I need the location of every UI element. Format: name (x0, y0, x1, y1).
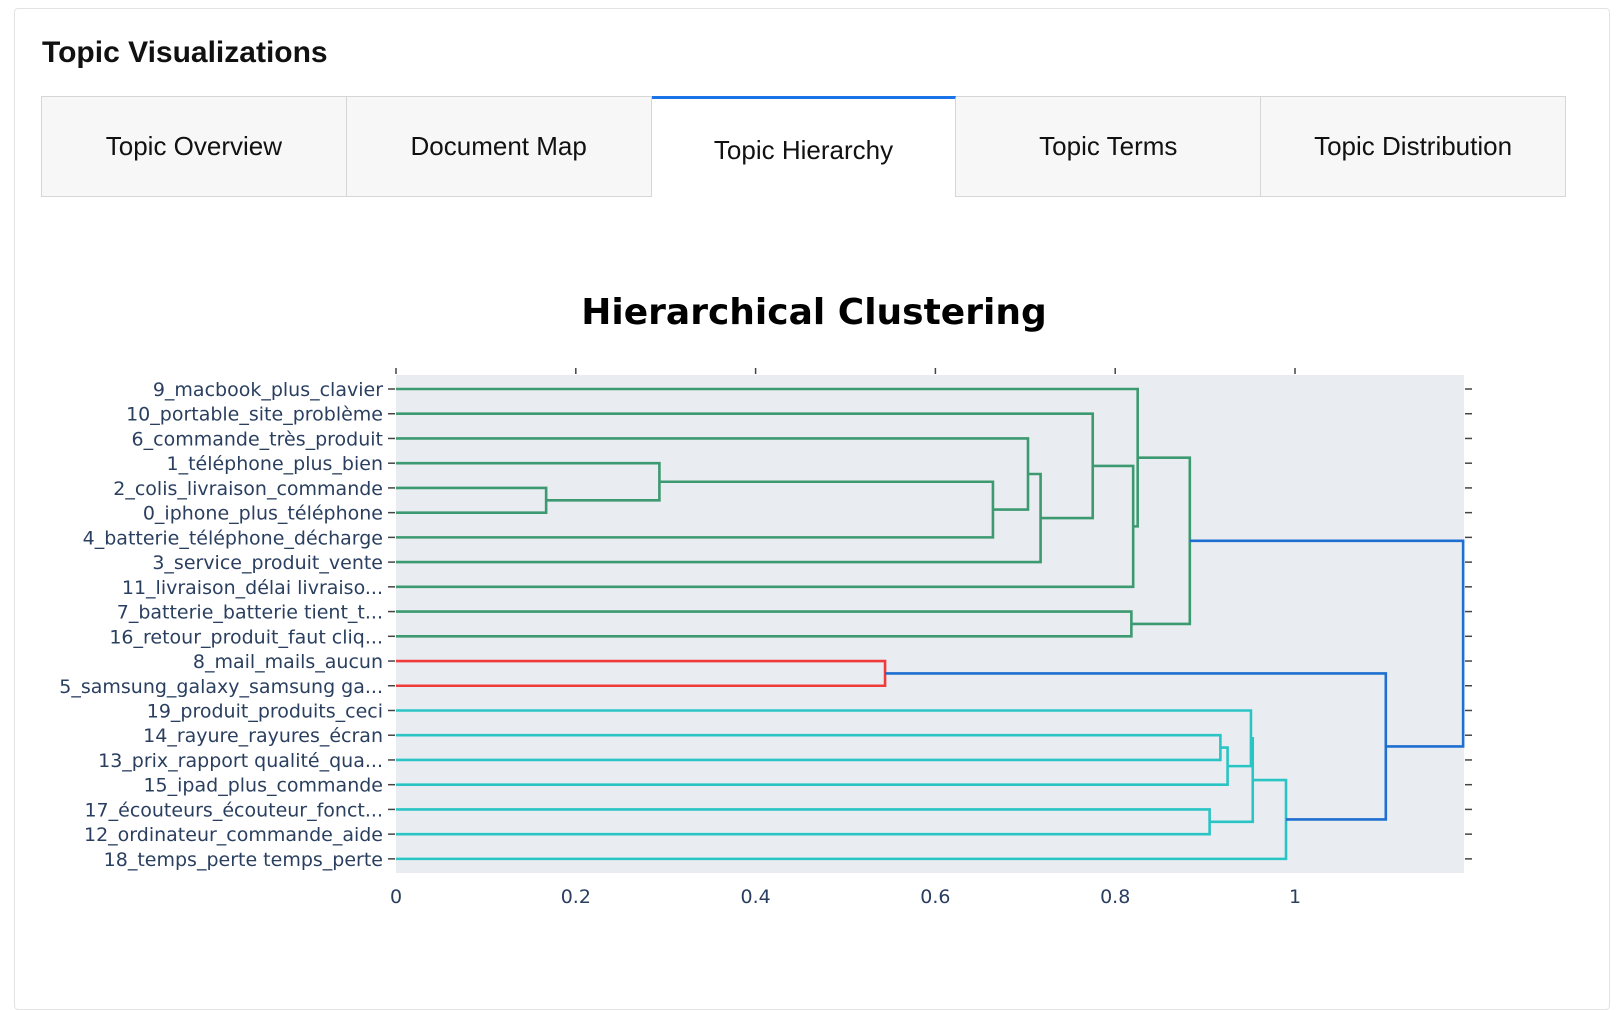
leaf-label: 14_rayure_rayures_écran (143, 725, 383, 747)
dendrogram-links (396, 387, 1465, 861)
leaf-label: 2_colis_livraison_commande (113, 478, 383, 500)
tab-topic-distribution[interactable]: Topic Distribution (1261, 96, 1566, 197)
leaf-label: 6_commande_très_produit (132, 428, 383, 450)
leaf-label: 15_ipad_plus_commande (143, 775, 383, 797)
x-tick-label: 0.6 (920, 886, 950, 908)
tab-bar: Topic Overview Document Map Topic Hierar… (41, 96, 1566, 197)
leaf-label: 7_batterie_batterie tient_t... (117, 602, 383, 624)
x-tick-label: 1 (1289, 886, 1301, 908)
x-tick-label: 0.2 (561, 886, 591, 908)
leaf-label: 11_livraison_délai livraiso... (122, 577, 383, 599)
leaf-label: 0_iphone_plus_téléphone (143, 503, 383, 525)
chart-axes: 0 0.2 0.4 0.6 0.8 1 (388, 368, 1472, 908)
leaf-label: 8_mail_mails_aucun (193, 651, 383, 673)
leaf-label: 13_prix_rapport qualité_qua... (98, 750, 383, 772)
tab-topic-hierarchy[interactable]: Topic Hierarchy (651, 96, 957, 197)
leaf-label: 3_service_produit_vente (152, 552, 383, 574)
leaf-label: 17_écouteurs_écouteur_fonct... (84, 799, 383, 821)
leaf-label: 19_produit_produits_ceci (147, 700, 383, 722)
leaf-label: 16_retour_produit_faut cliq... (109, 626, 383, 648)
tab-topic-overview[interactable]: Topic Overview (41, 96, 347, 197)
dendrogram-link[interactable] (396, 808, 1211, 836)
dendrogram-link[interactable] (396, 412, 1095, 520)
leaf-label: 1_téléphone_plus_bien (166, 453, 383, 475)
x-tick-label: 0 (390, 886, 402, 908)
leaf-label: 12_ordinateur_commande_aide (84, 824, 383, 846)
dendrogram-link[interactable] (396, 610, 1133, 638)
leaf-label: 9_macbook_plus_clavier (153, 379, 383, 401)
section-title: Topic Visualizations (42, 36, 328, 69)
leaf-label: 18_temps_perte temps_perte (104, 849, 383, 871)
leaf-label: 4_batterie_téléphone_décharge (83, 527, 383, 549)
plot-area (396, 375, 1464, 873)
dendrogram-link[interactable] (396, 472, 1042, 564)
dendrogram-link[interactable] (1189, 539, 1465, 748)
chart-title: Hierarchical Clustering (581, 292, 1046, 333)
dendrogram-link[interactable] (396, 733, 1222, 762)
leaf-labels: 9_macbook_plus_clavier 10_portable_site_p… (59, 379, 383, 871)
dendrogram-link[interactable] (396, 746, 1229, 786)
x-tick-label: 0.8 (1100, 886, 1130, 908)
leaf-label: 10_portable_site_problème (126, 404, 383, 426)
leaf-label: 5_samsung_galaxy_samsung ga... (59, 676, 383, 698)
x-tick-label: 0.4 (740, 886, 770, 908)
tab-topic-terms[interactable]: Topic Terms (956, 96, 1262, 197)
tab-document-map[interactable]: Document Map (346, 96, 652, 197)
